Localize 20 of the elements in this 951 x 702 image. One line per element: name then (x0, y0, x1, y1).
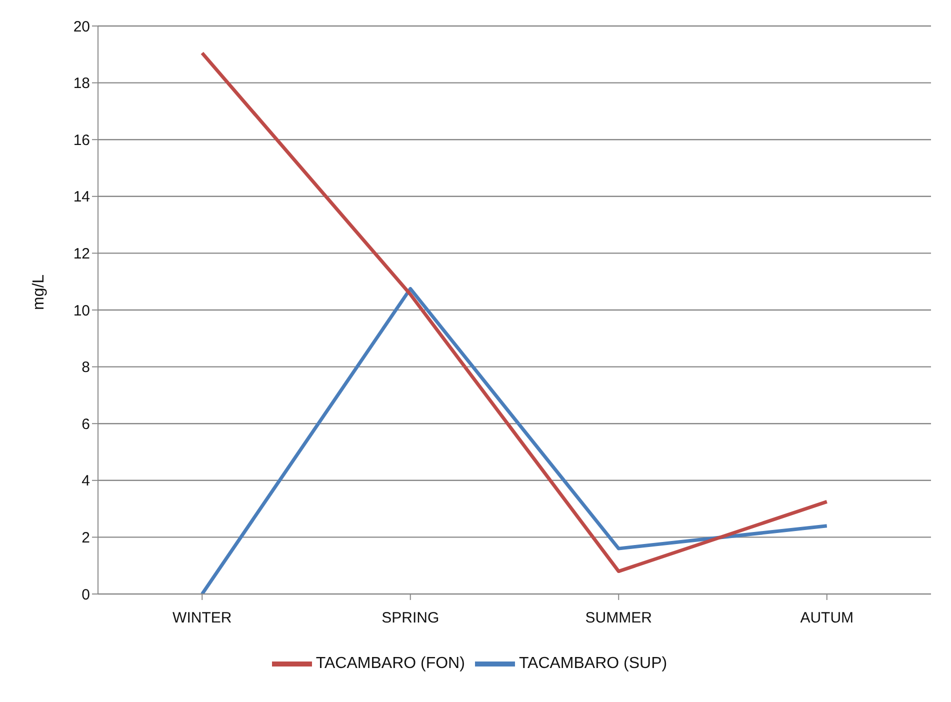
y-tick-label: 14 (73, 188, 90, 206)
y-tick-label: 6 (82, 416, 90, 433)
y-tick-label: 4 (82, 472, 90, 490)
y-tick-label: 0 (82, 586, 90, 604)
y-tick-label: 10 (73, 302, 90, 320)
line-series (200, 51, 829, 574)
x-tick-label: WINTER (172, 610, 232, 627)
x-tick-label: SPRING (382, 610, 440, 627)
y-tick-label: 12 (73, 246, 90, 263)
legend-label: TACAMBARO (SUP) (518, 655, 668, 672)
line-series (200, 286, 829, 594)
y-tick-label: 16 (73, 132, 90, 149)
y-tick-label: 18 (73, 75, 90, 92)
legend-label: TACAMBARO (FON) (316, 655, 465, 672)
x-tick-label: SUMMER (585, 610, 652, 627)
y-axis-title: mg/L (30, 274, 48, 310)
y-tick-label: 20 (73, 18, 90, 36)
x-tick-label: AUTUM (800, 610, 854, 627)
y-tick-label: 8 (82, 359, 90, 376)
y-tick-label: 2 (82, 530, 90, 547)
